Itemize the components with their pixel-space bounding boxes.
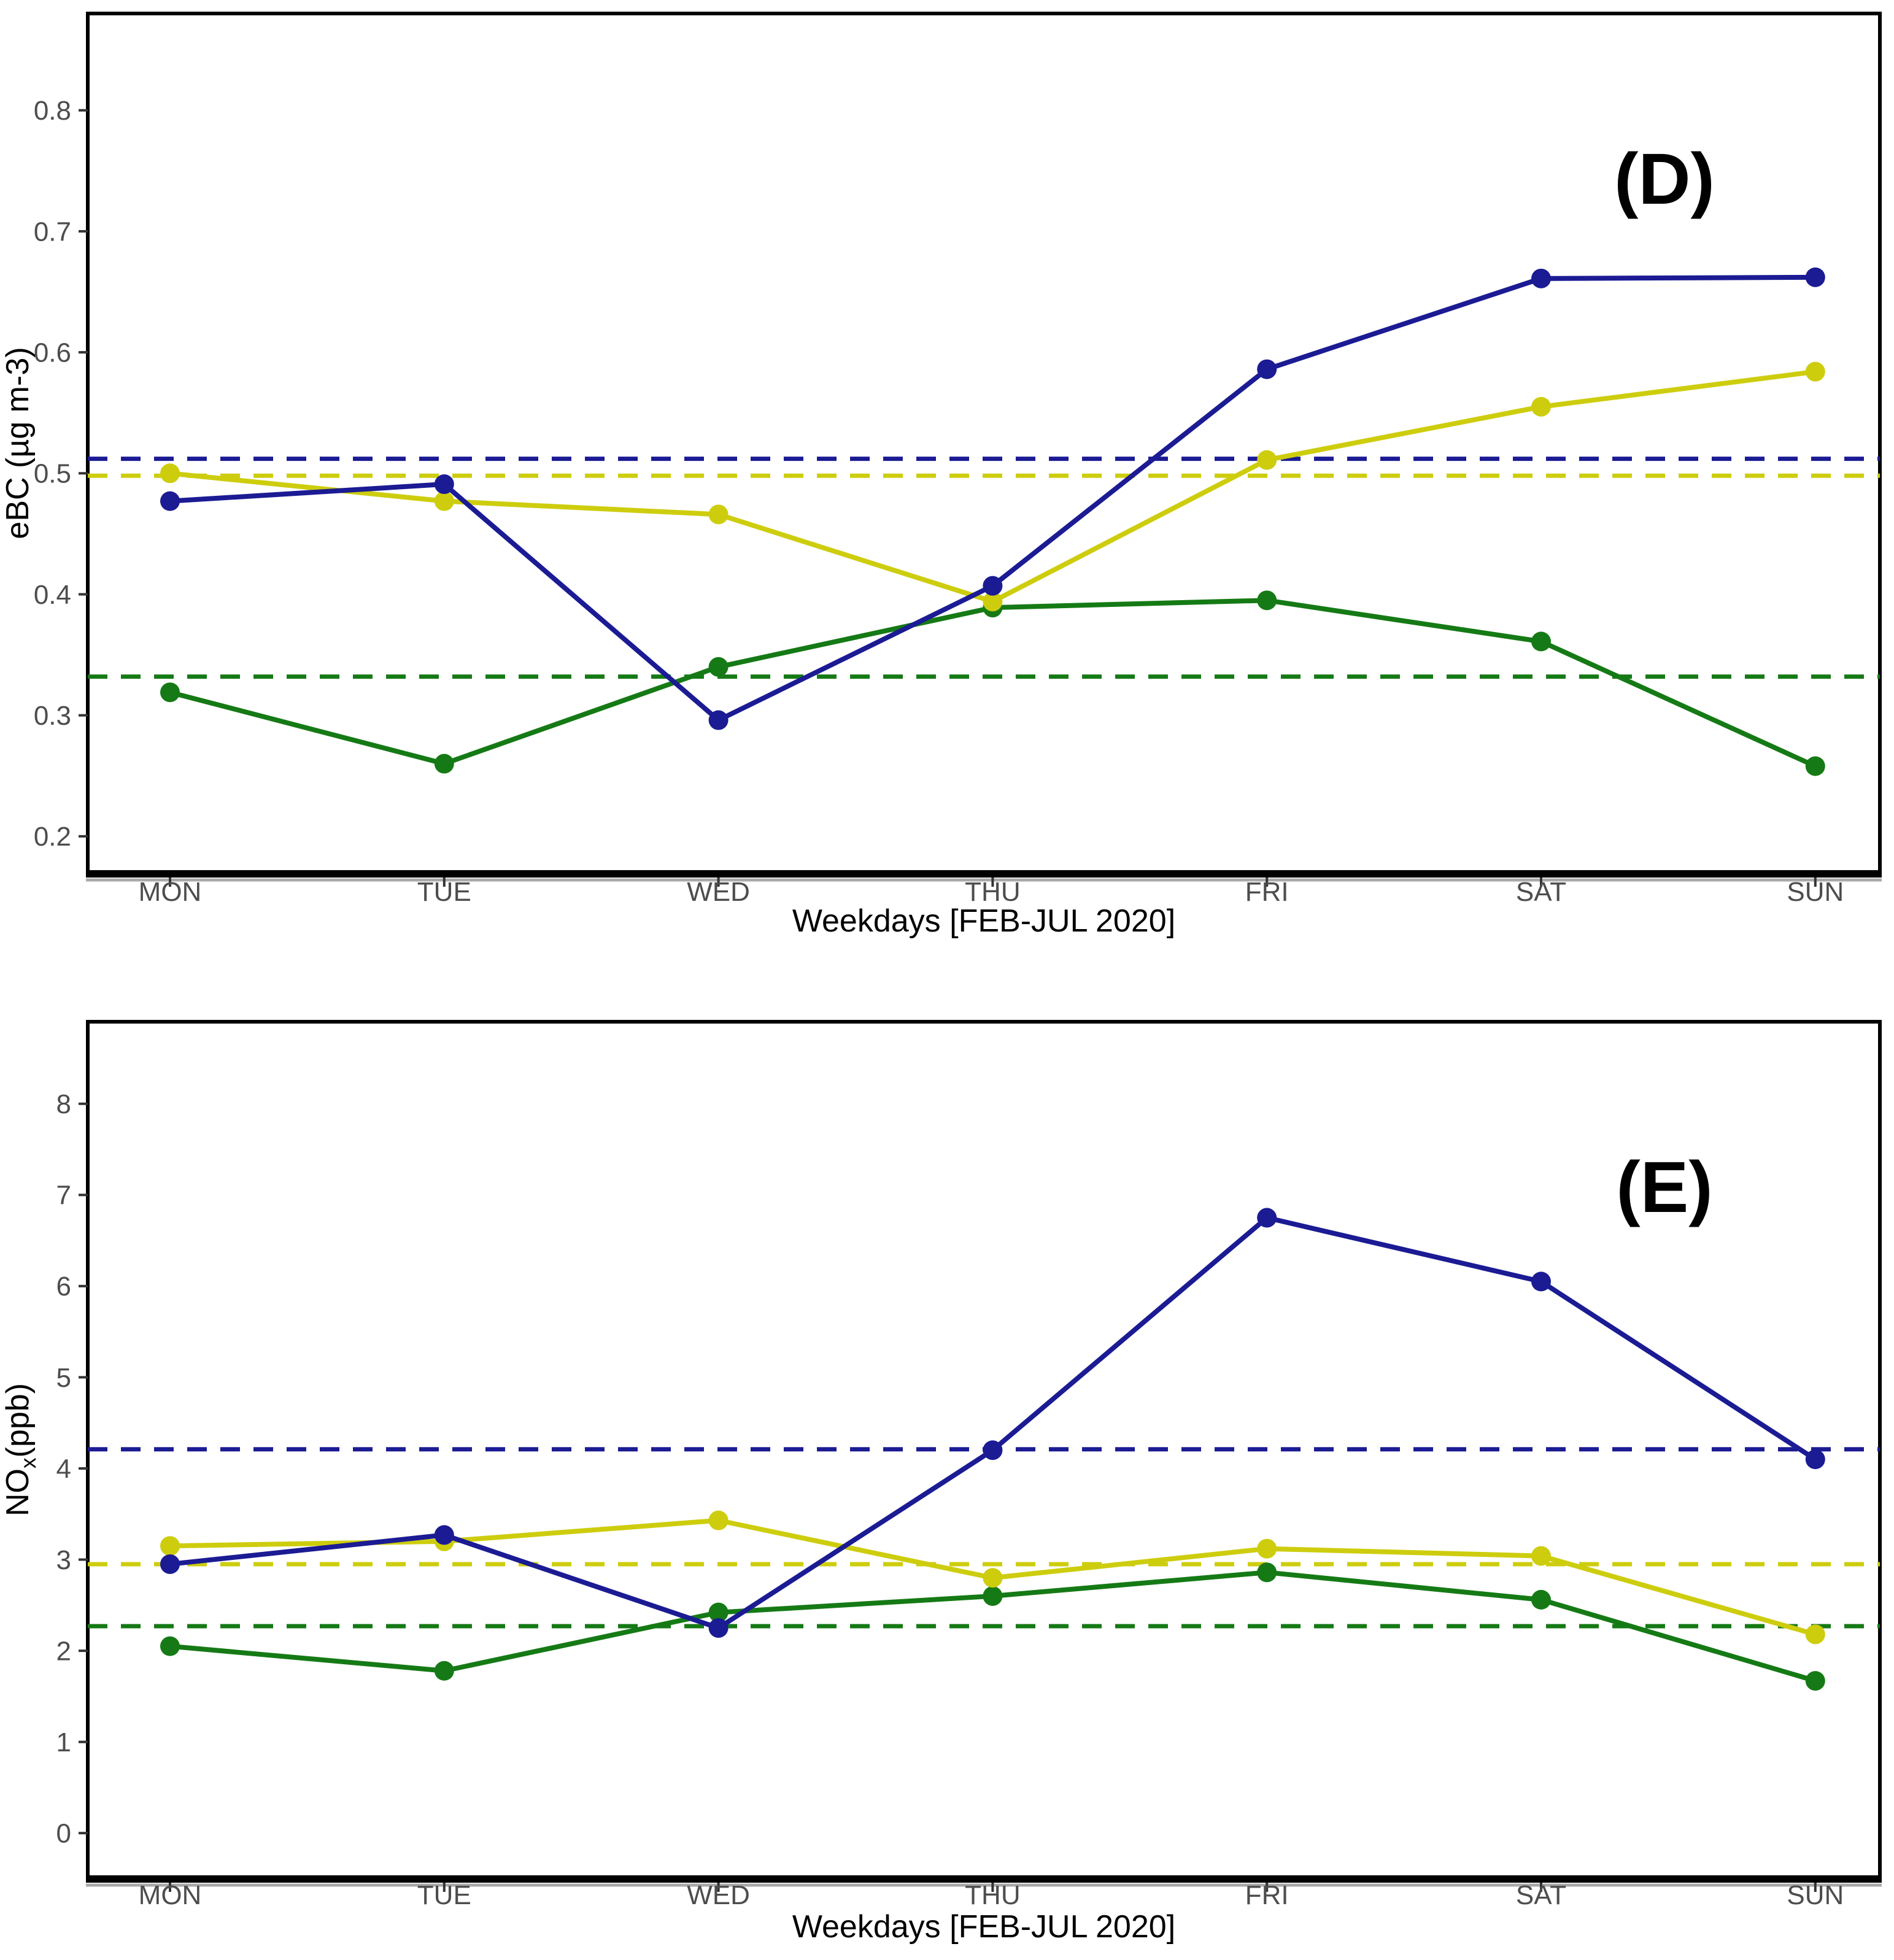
y-axis-title: NOx(ppb) (0, 1383, 41, 1516)
data-point-green-WED (708, 657, 729, 677)
data-point-yellow-TUE (434, 491, 454, 511)
y-tick-label-2: 2 (56, 1636, 71, 1666)
data-point-yellow-FRI (1257, 1538, 1277, 1559)
data-point-green-TUE (434, 754, 454, 774)
data-point-blue-SUN (1805, 267, 1825, 287)
data-point-blue-FRI (1257, 359, 1277, 379)
data-point-blue-MON (160, 1554, 180, 1574)
y-tick-label-3: 3 (56, 1545, 71, 1575)
data-point-yellow-FRI (1257, 450, 1277, 470)
y-axis-title: eBC (µg m-3) (0, 347, 36, 539)
data-point-yellow-MON (160, 1536, 180, 1556)
x-tick-label-THU: THU (965, 1880, 1020, 1910)
data-point-yellow-THU (983, 592, 1003, 612)
data-point-blue-THU (983, 1440, 1003, 1460)
data-point-blue-SAT (1531, 268, 1551, 288)
panel-label-D: (D) (1614, 139, 1715, 220)
y-tick-label-7: 7 (56, 1181, 71, 1211)
x-tick-label-FRI: FRI (1245, 877, 1289, 907)
x-tick-label-SAT: SAT (1516, 1880, 1566, 1910)
y-tick-label-0.4: 0.4 (34, 580, 71, 610)
data-point-yellow-WED (708, 1510, 729, 1530)
data-point-yellow-MON (160, 463, 180, 484)
chart-panel-e: 0 1 2 3 4 5 6 7 8 MON TUE WED THU FRI SAT SUN Weekdays [… (0, 980, 1894, 1960)
x-axis-title: Weekdays [FEB-JUL 2020] (792, 903, 1175, 939)
data-point-green-MON (160, 682, 180, 703)
data-point-blue-TUE (434, 1525, 454, 1545)
x-tick-label-MON: MON (139, 1880, 202, 1910)
panel-label-E: (E) (1616, 1147, 1712, 1228)
y-tick-label-0.8: 0.8 (34, 96, 71, 126)
data-point-yellow-SAT (1531, 396, 1551, 417)
x-tick-label-WED: WED (687, 1880, 750, 1910)
chart-panel-d: 0.2 0.3 0.4 0.5 0.6 0.7 0.8 MON TUE WED THU FRI SAT S… (0, 12, 1882, 939)
data-point-green-THU (983, 1586, 1003, 1606)
data-point-green-SUN (1805, 756, 1825, 776)
x-tick-label-MON: MON (139, 877, 202, 907)
data-point-blue-MON (160, 491, 180, 511)
y-tick-label-4: 4 (56, 1454, 71, 1484)
x-tick-label-WED: WED (687, 877, 750, 907)
data-point-yellow-WED (708, 504, 729, 525)
y-tick-label-0.7: 0.7 (34, 217, 71, 247)
x-tick-label-THU: THU (965, 877, 1020, 907)
chart-E-canvas: 0 1 2 3 4 5 6 7 8 MON TUE WED THU FRI SAT SUN Weekdays [… (0, 1020, 1882, 1945)
data-point-blue-SAT (1531, 1271, 1551, 1292)
data-point-green-FRI (1257, 590, 1277, 611)
y-tick-label-0: 0 (56, 1819, 71, 1849)
data-point-green-SUN (1805, 1671, 1825, 1691)
x-tick-label-TUE: TUE (417, 1880, 471, 1910)
data-point-yellow-SUN (1805, 1624, 1825, 1645)
y-tick-label-0.6: 0.6 (34, 338, 71, 368)
data-point-yellow-THU (983, 1568, 1003, 1588)
data-point-blue-WED (708, 1618, 729, 1638)
x-tick-label-SUN: SUN (1787, 877, 1844, 907)
data-point-yellow-SAT (1531, 1546, 1551, 1566)
data-point-green-TUE (434, 1661, 454, 1681)
data-point-green-SAT (1531, 1589, 1551, 1610)
plot-panel-border (86, 12, 1882, 874)
data-point-green-WED (708, 1602, 729, 1622)
x-axis-title: Weekdays [FEB-JUL 2020] (792, 1909, 1175, 1945)
data-point-blue-THU (983, 576, 1003, 596)
y-tick-label-1: 1 (56, 1727, 71, 1757)
y-tick-label-0.5: 0.5 (34, 459, 71, 489)
x-tick-label-FRI: FRI (1245, 1880, 1289, 1910)
chart-D-canvas: 0.2 0.3 0.4 0.5 0.6 0.7 0.8 MON TUE WED THU FRI SAT S… (0, 12, 1882, 939)
data-point-blue-FRI (1257, 1208, 1277, 1228)
x-tick-label-TUE: TUE (417, 877, 471, 907)
data-point-green-SAT (1531, 631, 1551, 652)
y-tick-label-0.2: 0.2 (34, 822, 71, 852)
data-point-green-FRI (1257, 1562, 1277, 1583)
y-tick-label-5: 5 (56, 1363, 71, 1393)
data-point-blue-TUE (434, 474, 454, 495)
data-point-blue-SUN (1805, 1449, 1825, 1470)
y-tick-label-6: 6 (56, 1271, 71, 1302)
x-tick-label-SAT: SAT (1516, 877, 1566, 907)
x-tick-label-SUN: SUN (1787, 1880, 1844, 1910)
data-point-yellow-SUN (1805, 361, 1825, 382)
y-tick-label-0.3: 0.3 (34, 701, 71, 731)
data-point-blue-WED (708, 710, 729, 730)
data-point-green-MON (160, 1636, 180, 1656)
y-tick-label-8: 8 (56, 1089, 71, 1119)
